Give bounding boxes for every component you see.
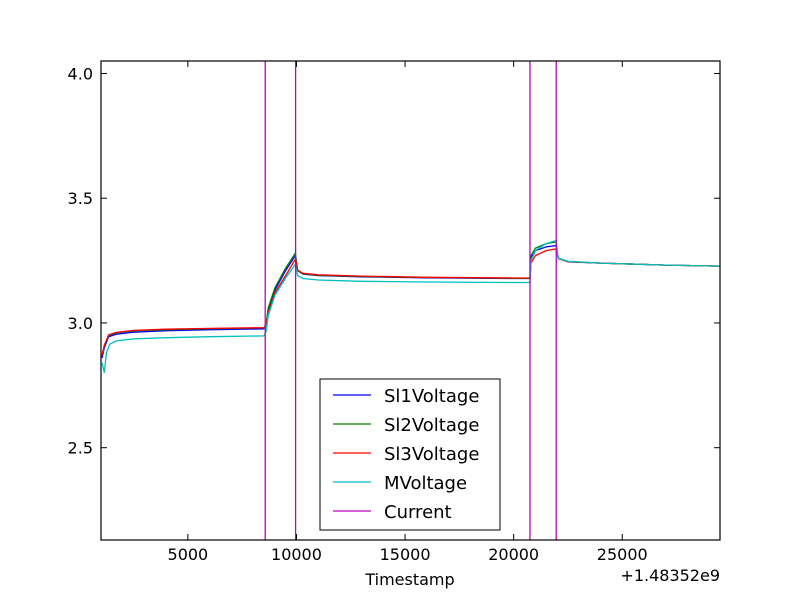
legend-label-sl1voltage: Sl1Voltage	[384, 386, 479, 407]
ticks-layer: 5000 10000 15000 20000 25000 2.5 3.0 3.5 4.0	[68, 61, 720, 564]
x-tick-label: 10000	[271, 545, 322, 564]
legend-label-current: Current	[384, 502, 452, 523]
y-tick-label: 3.0	[68, 314, 93, 333]
series-layer	[101, 61, 720, 540]
x-tick-label: 15000	[380, 545, 431, 564]
legend-label-mvoltage: MVoltage	[384, 473, 467, 494]
y-tick-label: 4.0	[68, 64, 93, 83]
legend-label-sl2voltage: Sl2Voltage	[384, 415, 479, 436]
legend-frame	[319, 378, 501, 531]
legend: Sl1Voltage Sl2Voltage Sl3Voltage MVoltage Cu…	[319, 378, 501, 531]
y-tick-label: 2.5	[68, 439, 93, 458]
legend-label-sl3voltage: Sl3Voltage	[384, 444, 479, 465]
x-tick-label: 25000	[597, 545, 648, 564]
plot-frame	[100, 60, 721, 541]
y-tick-label: 3.5	[68, 189, 93, 208]
x-tick-label: 20000	[488, 545, 539, 564]
x-offset-label: +1.48352e9	[620, 566, 720, 585]
x-tick-label: 5000	[168, 545, 209, 564]
x-axis-label: Timestamp	[364, 570, 454, 589]
